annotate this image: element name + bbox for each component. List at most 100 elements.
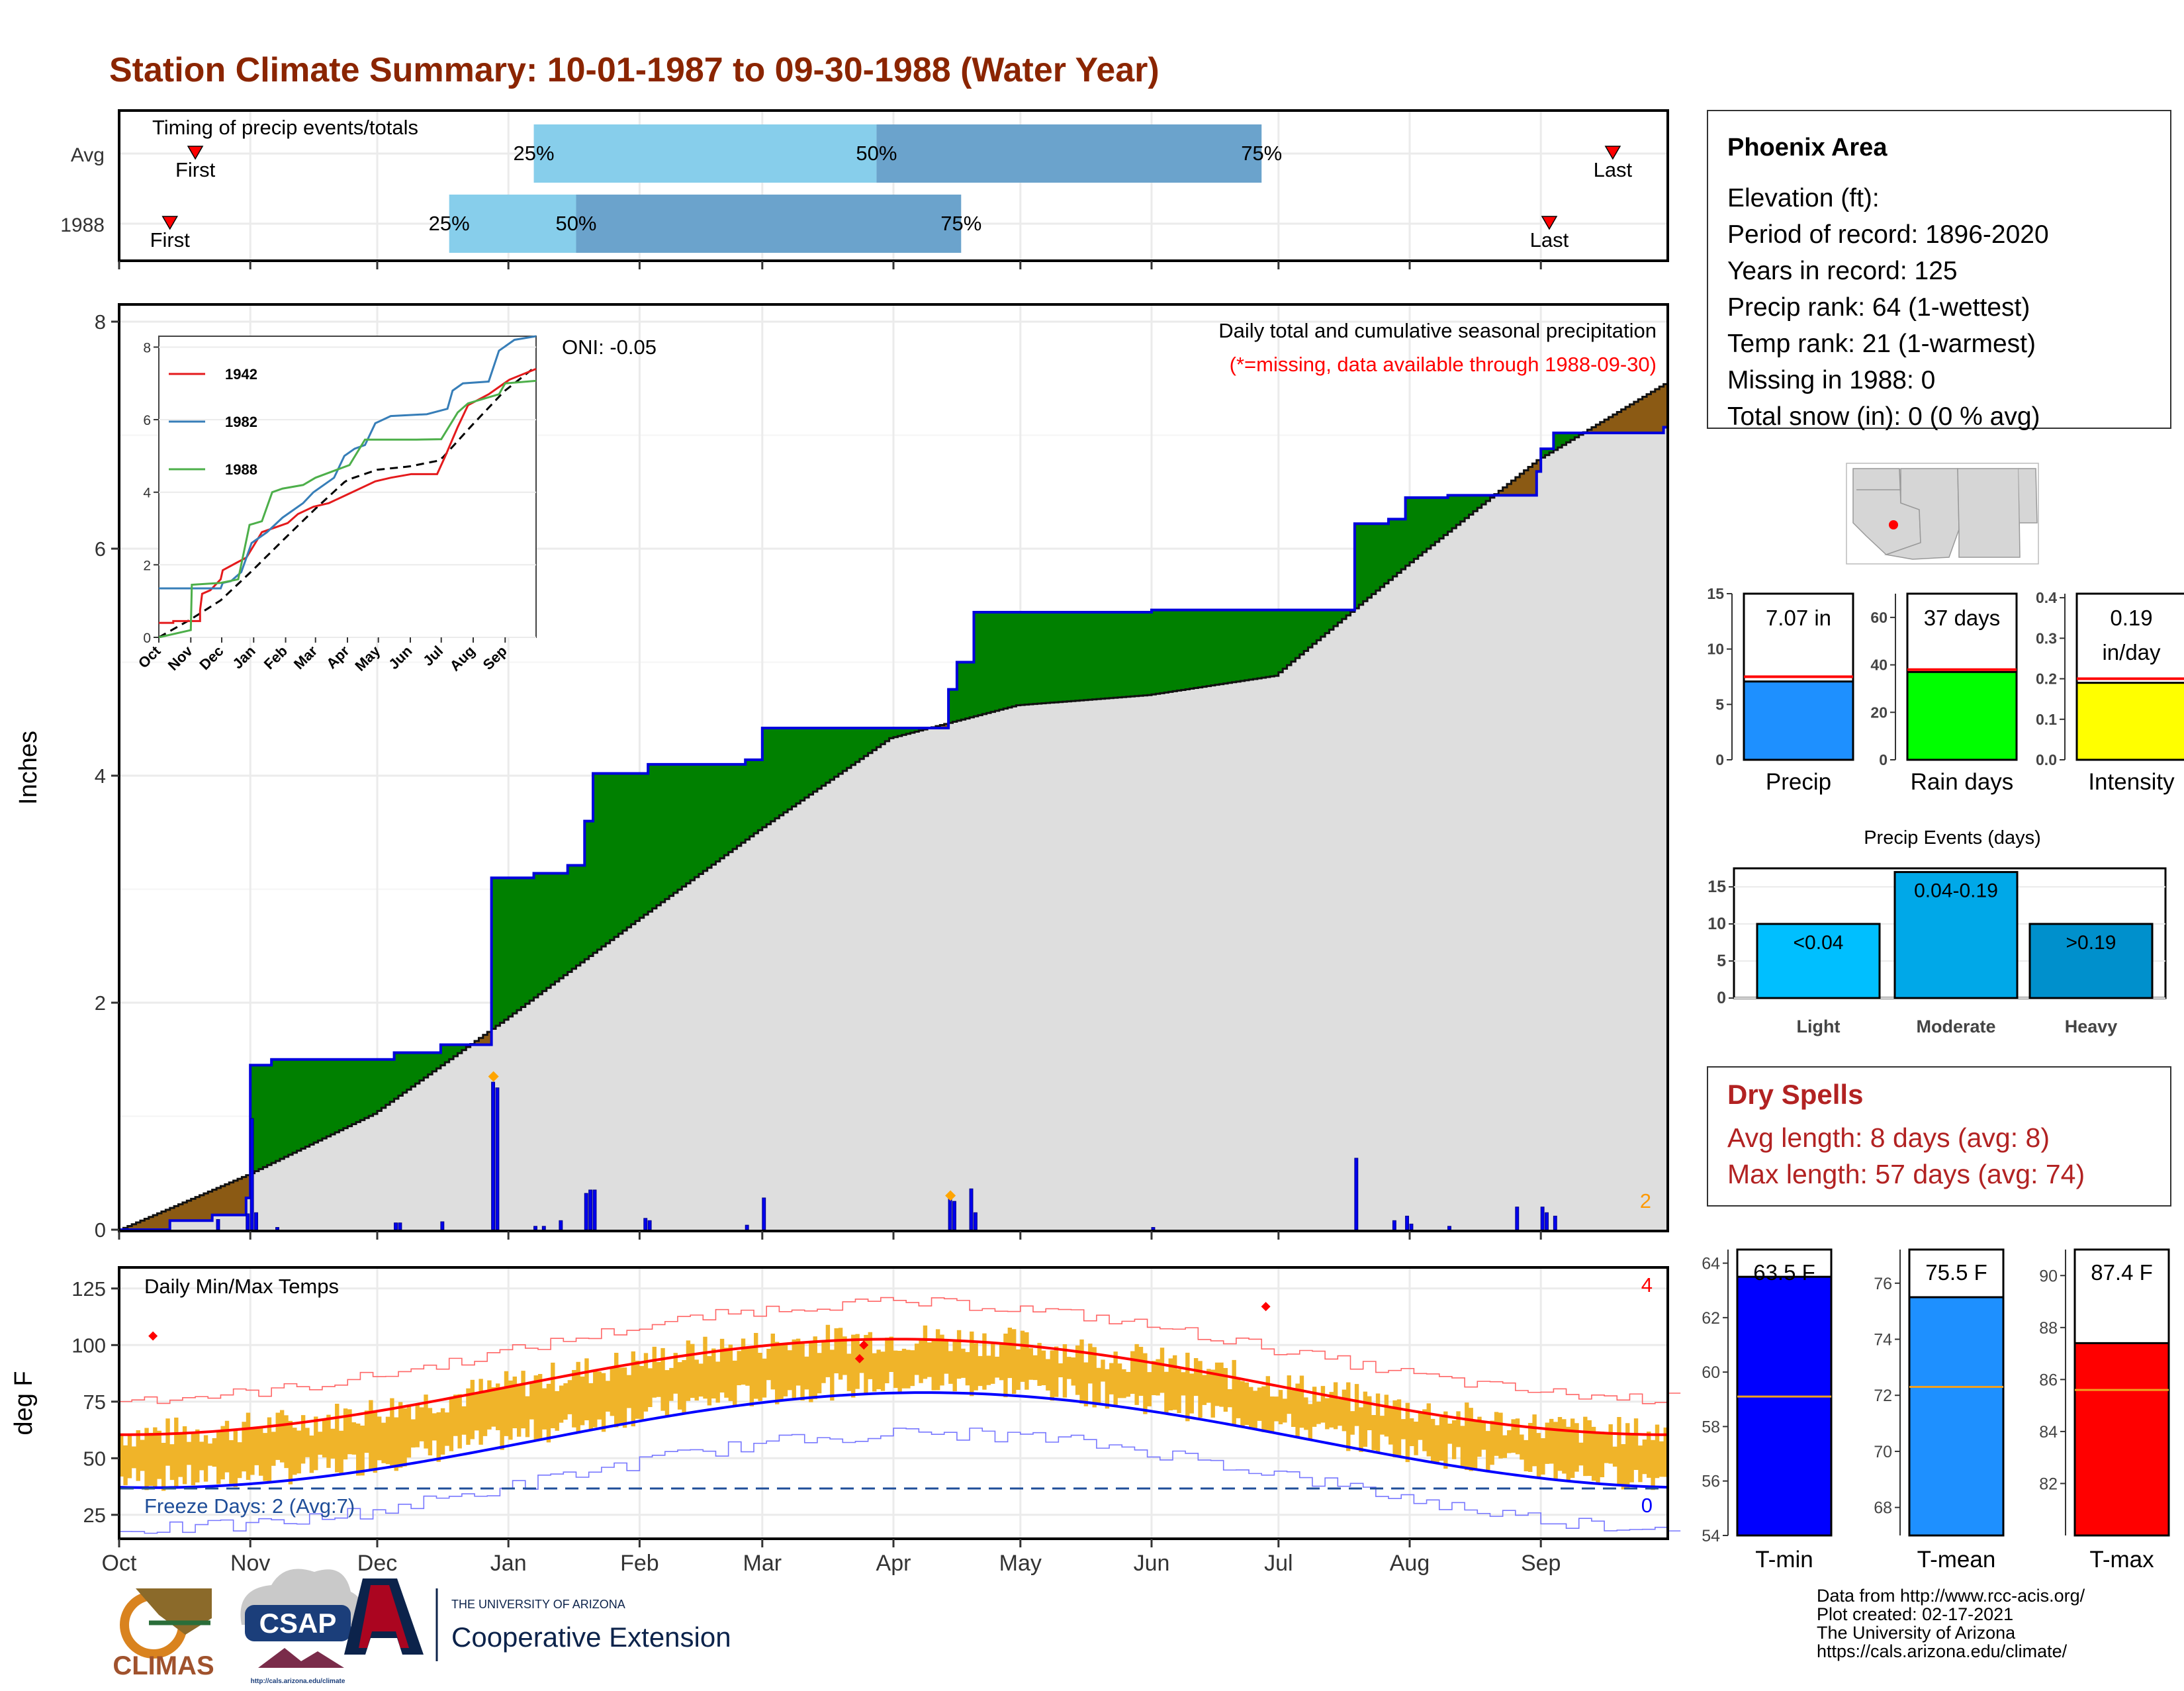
temp-y-tick: 75 [83, 1391, 106, 1414]
ua-big-text: Cooperative Extension [451, 1622, 731, 1653]
temp-summary-bar-t-mean [1908, 1296, 2005, 1537]
record-precip-marker [945, 1190, 956, 1201]
oni-label: ONI: -0.05 [562, 336, 657, 359]
temp-summary-label: T-max [2089, 1547, 2154, 1573]
summary-bar-rain-days [1906, 670, 2018, 761]
summary-y-tick: 0.1 [2036, 711, 2057, 728]
timing-p25-label: 25% [429, 212, 470, 235]
temp-summary-label: T-min [1755, 1547, 1813, 1573]
summary-y-tick: 5 [1715, 696, 1724, 713]
inset-avg-line [158, 367, 535, 639]
precip-y-tick: 8 [95, 310, 106, 334]
season-summary-bars: 0 5 10 15 7.07 in Precip 0 20 40 60 37 days Rain da… [1707, 585, 2184, 795]
temp-summary-y-tick: 84 [2039, 1423, 2058, 1441]
precip-y-tick: 6 [95, 537, 106, 561]
station-info-line: Years in record: 125 [1727, 257, 1958, 285]
ua-small-text: THE UNIVERSITY OF ARIZONA [451, 1598, 625, 1611]
month-tick-label: Oct [102, 1551, 137, 1576]
month-tick-label: Sep [1521, 1551, 1561, 1576]
station-name: Phoenix Area [1727, 134, 1888, 161]
record-temp-marker [859, 1340, 869, 1350]
month-tick-label: May [999, 1551, 1042, 1576]
daily-precip-bar [973, 1212, 978, 1230]
timing-row-label-avg: Avg [71, 144, 105, 166]
daily-precip-bar [394, 1222, 398, 1230]
daily-precip-bar [1447, 1226, 1451, 1230]
station-info-line: Elevation (ft): [1727, 184, 1880, 212]
station-info-line: Missing in 1988: 0 [1727, 366, 1935, 394]
summary-bar-label: Intensity [2088, 769, 2175, 795]
temp-summary-y-tick: 56 [1702, 1473, 1720, 1491]
timing-first-marker [187, 146, 204, 160]
daily-temp-range-bars [119, 1324, 1668, 1491]
events-y-tick: 0 [1717, 989, 1726, 1007]
temperature-summary-bars: 54 56 58 60 62 64 63.5 F T-min 68 70 72 74 76 75.5 F T… [1702, 1248, 2170, 1573]
temp-y-tick: 100 [71, 1334, 106, 1357]
summary-y-tick: 20 [1870, 704, 1888, 721]
summary-y-tick: 40 [1870, 657, 1888, 674]
inset-series-line [158, 379, 537, 639]
temp-summary-y-tick: 68 [1874, 1499, 1892, 1518]
temp-summary-bar-t-min [1736, 1275, 1833, 1537]
temp-summary-y-tick: 86 [2039, 1371, 2058, 1389]
station-info-line: Precip rank: 64 (1-wettest) [1727, 293, 2030, 322]
footer-line: Data from http://www.rcc-acis.org/ [1817, 1586, 2085, 1606]
avg-cumulative-area [119, 384, 1668, 1230]
dry-spells-avg: Avg length: 8 days (avg: 8) [1727, 1122, 2050, 1153]
events-y-tick: 10 [1707, 915, 1726, 933]
temp-y-axis-label: deg F [10, 1371, 38, 1435]
daily-precip-bar [495, 1087, 500, 1230]
timing-title: Timing of precip events/totals [152, 116, 418, 139]
cumulative-1988-line [119, 426, 1668, 1231]
summary-bar-intensity [2075, 682, 2184, 761]
month-tick-label: Apr [876, 1551, 911, 1576]
temp-summary-y-tick: 82 [2039, 1475, 2058, 1493]
daily-precip-bar [948, 1197, 952, 1230]
dry-spells-max: Max length: 57 days (avg: 74) [1727, 1159, 2085, 1189]
temp-y-tick: 125 [71, 1277, 106, 1301]
station-info-box: Phoenix Area Elevation (ft): Period of re… [1707, 110, 2171, 431]
summary-bar-label: Precip [1766, 769, 1831, 795]
freeze-days-label: Freeze Days: 2 (Avg:7) [144, 1494, 355, 1518]
summary-y-tick: 0.0 [2036, 751, 2057, 768]
precip-y-tick: 4 [95, 764, 106, 788]
month-tick-label: Jul [1264, 1551, 1293, 1576]
record-min-line [119, 1428, 1681, 1534]
station-location-marker [1889, 520, 1898, 529]
inset-y-tick: 6 [143, 413, 151, 428]
month-axis: Oct Nov Dec Jan Feb Mar Apr May Jun Jul Aug Sep [102, 261, 1561, 1576]
timing-p25-label: 25% [514, 142, 555, 165]
timing-panel: 25% 50% 75% First Last 25% 50% 75% First Last Tim… [60, 109, 1669, 262]
daily-precip-bar [398, 1222, 402, 1230]
timing-last-marker [1604, 146, 1621, 160]
temp-y-tick: 50 [83, 1447, 106, 1470]
page-title: Station Climate Summary: 10-01-1987 to 0… [109, 51, 1160, 89]
summary-y-tick: 10 [1707, 641, 1724, 658]
daily-precip-bar [1540, 1207, 1545, 1230]
daily-precip-bar [1515, 1207, 1520, 1230]
timing-first-label: First [150, 228, 191, 251]
timing-last-marker [1541, 216, 1558, 230]
daily-precip-bar [643, 1218, 648, 1230]
month-tick-label: Nov [230, 1551, 270, 1576]
temp-summary-y-tick: 54 [1702, 1527, 1720, 1545]
avg-max-line [118, 1338, 1668, 1436]
daily-precip-bar [246, 1213, 250, 1230]
precip-events-chart: Precip Events (days) 0 5 10 15 <0.04 Light 0.04… [1707, 827, 2167, 1036]
precip-y-tick: 2 [95, 991, 106, 1015]
temp-summary-y-tick: 76 [1874, 1275, 1892, 1293]
inset-legend-label: 1982 [225, 414, 257, 430]
daily-precip-bar [250, 1118, 254, 1230]
daily-precip-bar [1545, 1212, 1549, 1230]
temp-summary-value: 75.5 F [1925, 1260, 1987, 1285]
record-temp-marker [1261, 1302, 1271, 1312]
temp-summary-label: T-mean [1917, 1547, 1996, 1573]
precip-panel: 0 2 4 6 8 Inches Daily total and cumulative … [15, 303, 1669, 1242]
precip-annotation-missing: (*=missing, data available through 1988-… [1230, 353, 1657, 376]
cold-record-count: 0 [1641, 1494, 1653, 1517]
daily-precip-bar [216, 1219, 220, 1230]
university-of-arizona-logo: THE UNIVERSITY OF ARIZONA Cooperative Ex… [344, 1578, 731, 1661]
csap-logo: CSAP http://cals.arizona.edu/climate [240, 1569, 362, 1685]
timing-bar-50-75 [876, 124, 1262, 183]
